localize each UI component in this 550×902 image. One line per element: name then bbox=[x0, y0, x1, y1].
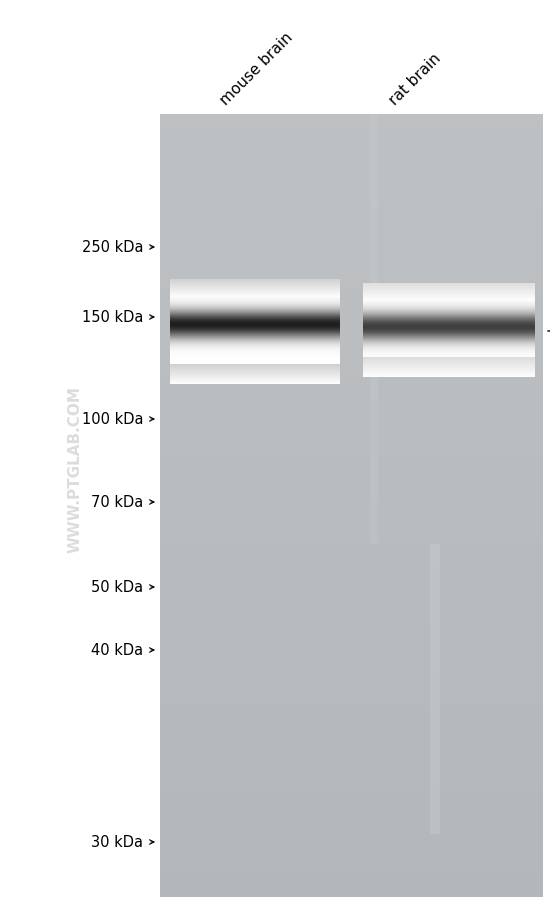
Text: 50 kDa: 50 kDa bbox=[91, 580, 143, 594]
Text: rat brain: rat brain bbox=[387, 51, 444, 108]
Text: 40 kDa: 40 kDa bbox=[91, 643, 143, 658]
Text: 150 kDa: 150 kDa bbox=[81, 310, 143, 325]
Text: 250 kDa: 250 kDa bbox=[81, 240, 143, 255]
Text: 30 kDa: 30 kDa bbox=[91, 834, 143, 850]
Text: WWW.PTGLAB.COM: WWW.PTGLAB.COM bbox=[68, 386, 82, 552]
Text: 70 kDa: 70 kDa bbox=[91, 495, 143, 510]
Text: mouse brain: mouse brain bbox=[217, 30, 295, 108]
Text: 100 kDa: 100 kDa bbox=[81, 412, 143, 427]
